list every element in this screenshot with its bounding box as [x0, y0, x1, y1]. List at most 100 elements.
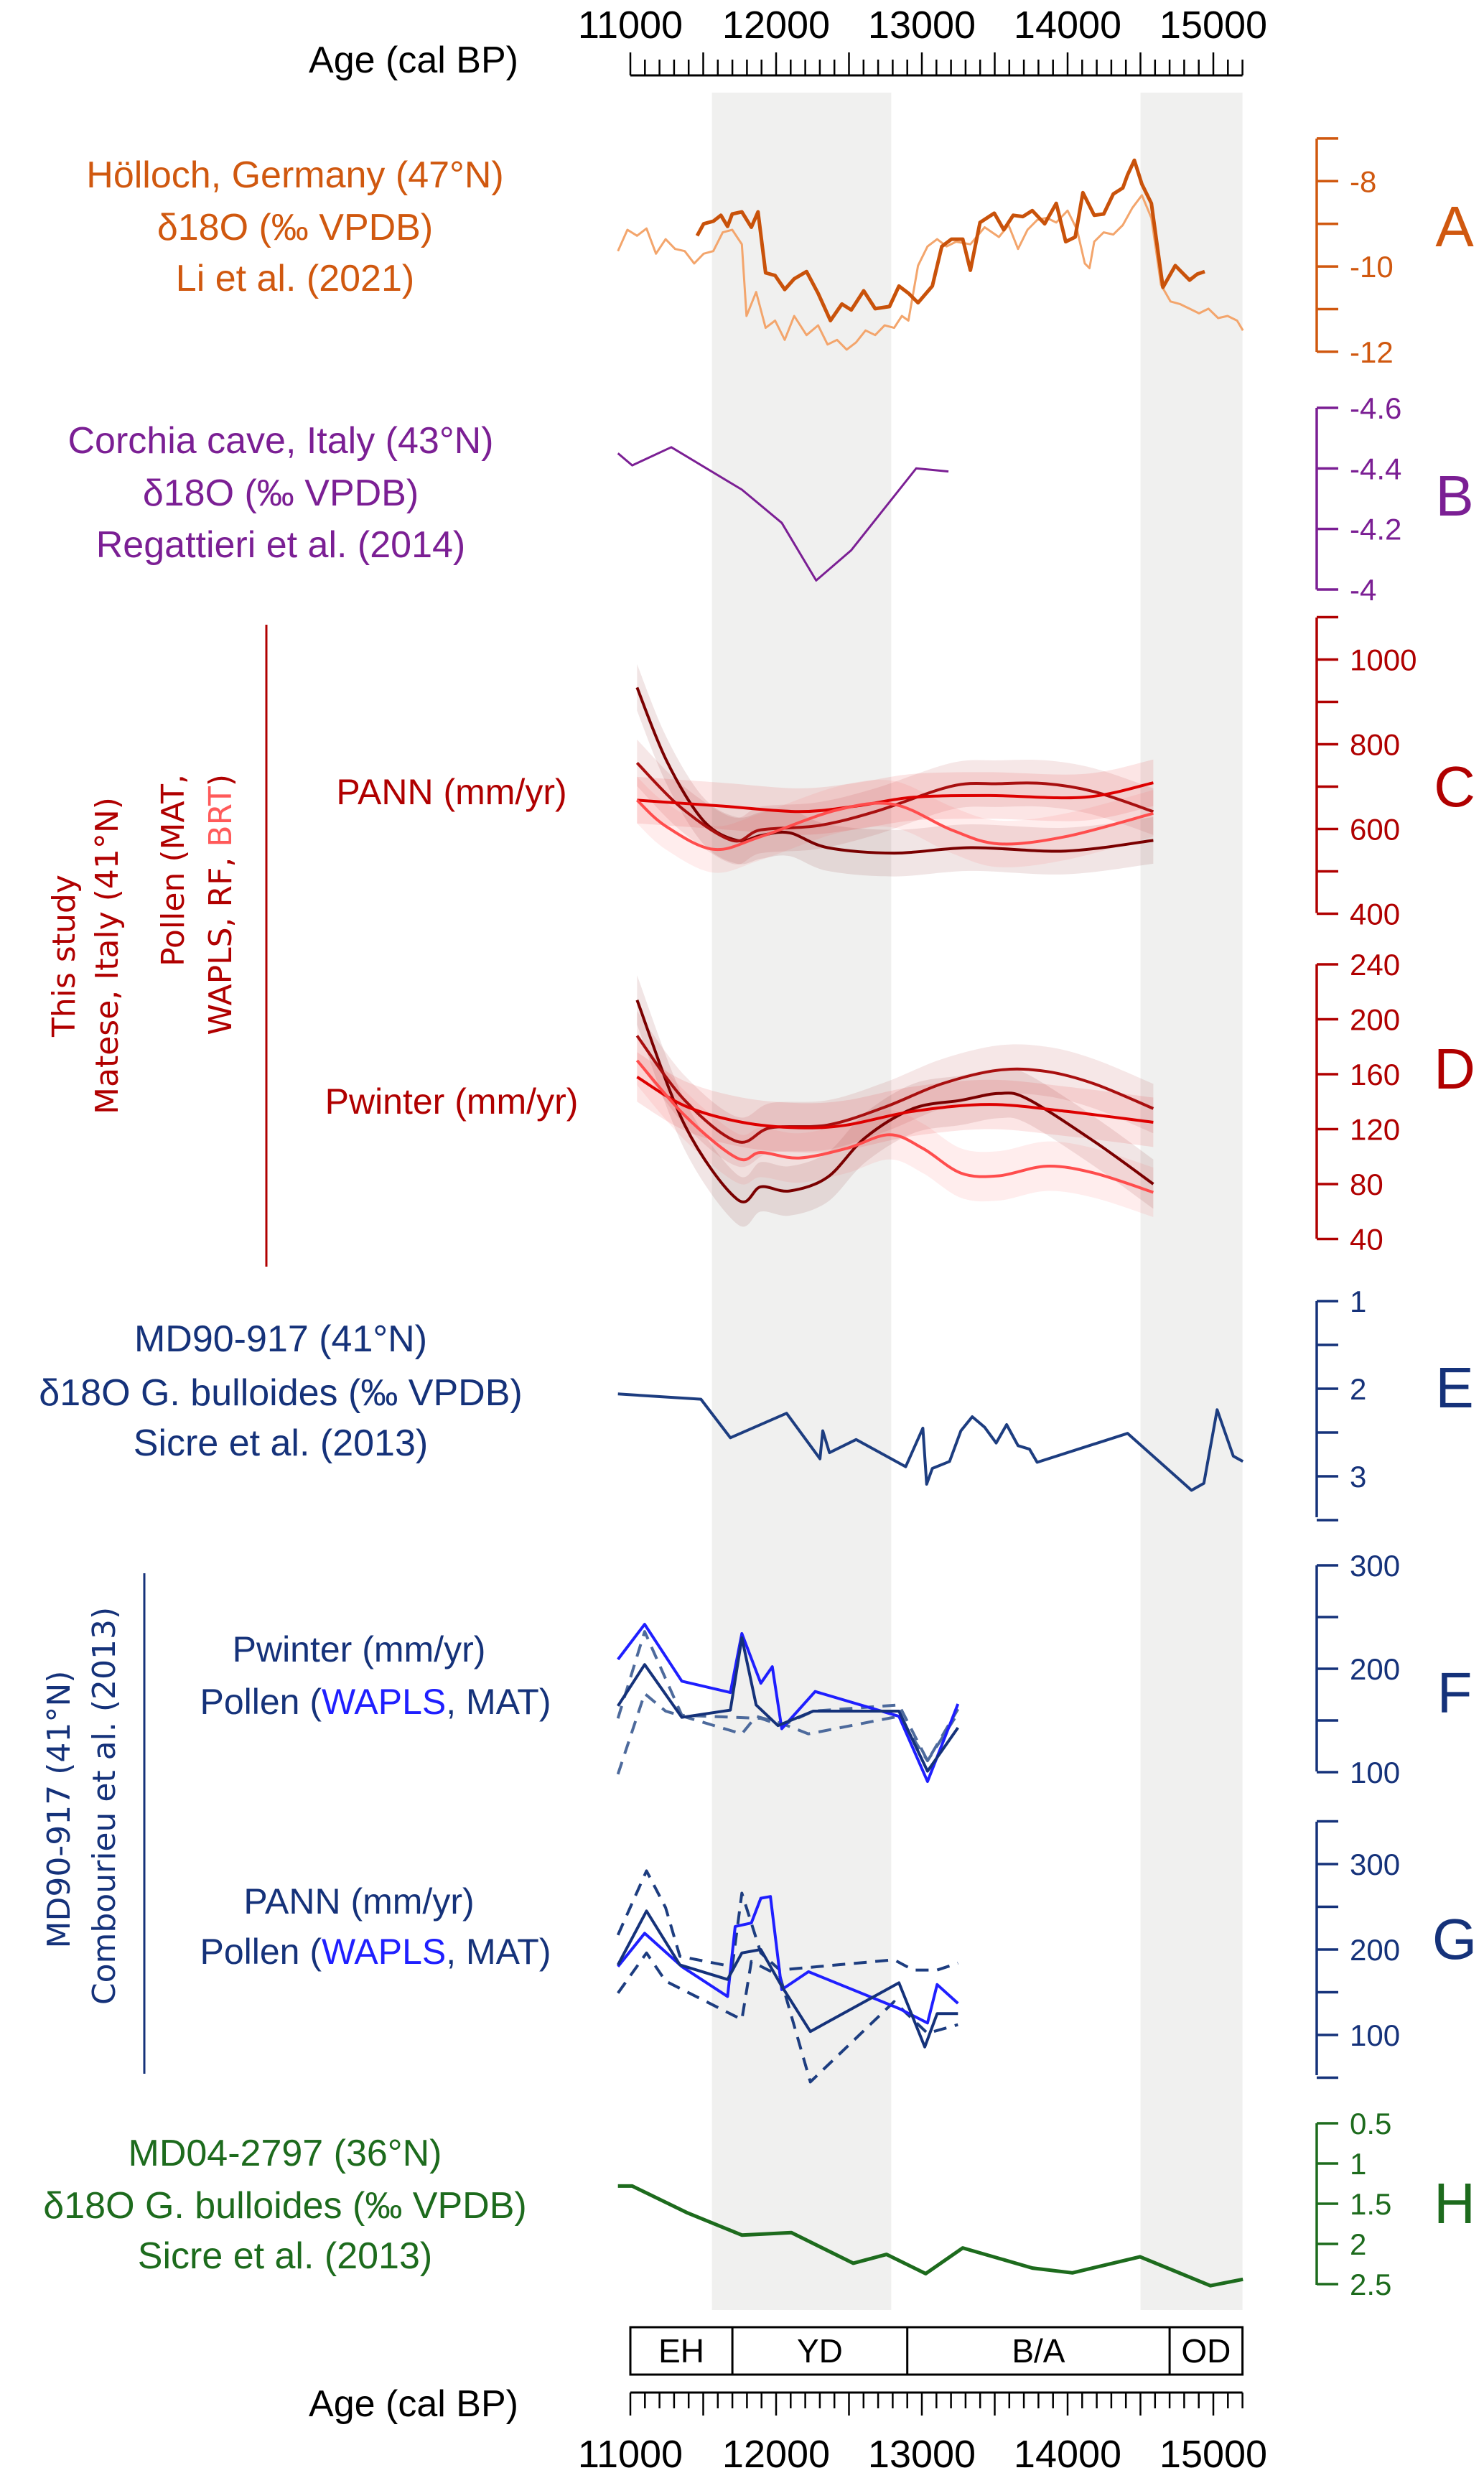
title-A-line3: Li et al. (2021) [176, 258, 414, 299]
top-axis-tick-label: 12000 [722, 4, 830, 47]
title-E: MD90-917 (41°N) δ18O G. bulloides (‰ VPD… [39, 1318, 522, 1464]
y-axis-D [1315, 963, 1338, 1241]
panel-H: 0.5 1 1.5 2 2.5 H [617, 2107, 1475, 2301]
panel-letter-B: B [1435, 464, 1473, 528]
bottom-axis-tick-label: 12000 [722, 2433, 830, 2476]
ylabel-F: Pwinter (mm/yr) [233, 1629, 486, 1669]
y-axis-G [1315, 1820, 1338, 2079]
y-axis-F [1315, 1564, 1338, 1774]
cd-block-line1: This study [46, 875, 83, 1038]
uncertainty-band-rf [637, 759, 1154, 835]
title-E-line2: δ18O G. bulloides (‰ VPDB) [39, 1372, 522, 1414]
y-tick-label: 3 [1350, 1460, 1366, 1494]
cd-block-line2: Matese, Italy (41°N) [89, 797, 126, 1114]
bottom-axis-tick-label: 15000 [1159, 2433, 1267, 2476]
y-axis-C [1315, 615, 1338, 916]
panel-letter-H: H [1434, 2171, 1475, 2235]
y-tick-label: 2 [1350, 1372, 1366, 1406]
title-B-line2: δ18O (‰ VPDB) [143, 472, 419, 514]
series-C-brt [635, 798, 1154, 852]
series-G-mat [616, 1909, 958, 2049]
panel-letter-E: E [1435, 1356, 1473, 1420]
title-H-line1: MD04-2797 (36°N) [129, 2133, 442, 2174]
title-H-line3: Sicre et al. (2013) [138, 2235, 432, 2277]
title-A-line1: Hölloch, Germany (47°N) [86, 154, 503, 196]
this-study-label-block: This study Matese, Italy (41°N) Pollen (… [46, 774, 239, 1114]
period-label-od: OD [1181, 2332, 1231, 2370]
y-tick-label: 80 [1350, 1168, 1383, 1201]
title-H: MD04-2797 (36°N) δ18O G. bulloides (‰ VP… [43, 2133, 526, 2277]
y-tick-label: 120 [1350, 1113, 1400, 1147]
y-tick-label: 300 [1350, 1848, 1400, 1881]
top-axis-title: Age (cal BP) [309, 39, 518, 81]
panel-C: 1000 800 600 400 C [635, 615, 1475, 931]
title-H-line2: δ18O G. bulloides (‰ VPDB) [43, 2185, 526, 2227]
series-D-mat [635, 1000, 1154, 1203]
md90-917-label-block: MD90-917 (41°N) Combourieu et al. (2013) [41, 1607, 123, 2005]
climate-periods-bar: EH YD B/A OD [629, 2326, 1244, 2376]
panel-E: 1 2 3 E [617, 1285, 1474, 1522]
method-F-pre: Pollen ( [200, 1682, 322, 1722]
title-B: Corchia cave, Italy (43°N) δ18O (‰ VPDB)… [68, 420, 494, 566]
y-tick-label: 800 [1350, 728, 1400, 762]
panel-letter-A: A [1435, 195, 1474, 258]
method-F-wapls: WAPLS [322, 1682, 446, 1722]
cd-block-line3: Pollen (MAT, [155, 774, 192, 966]
series-G-mat-upper [616, 1869, 958, 1972]
method-F: Pollen (WAPLS, MAT) [200, 1682, 551, 1722]
y-tick-label: -4.4 [1350, 452, 1401, 485]
uncertainty-band-brt [637, 1035, 1154, 1217]
panel-A: -8 -10 -12 A [617, 137, 1474, 369]
y-tick-label: 200 [1350, 1003, 1400, 1037]
series-A-h-lloch-record-2 [695, 158, 1205, 322]
bottom-axis-tick-label: 14000 [1014, 2433, 1121, 2476]
bottom-axis-tick-label: 13000 [868, 2433, 976, 2476]
panel-D: 240 200 160 120 80 40 D [635, 948, 1475, 1257]
y-tick-label: -12 [1350, 335, 1394, 369]
y-axis-B [1315, 406, 1338, 591]
title-A-line2: δ18O (‰ VPDB) [157, 207, 433, 248]
y-tick-label: -10 [1350, 250, 1394, 284]
series-E-md90-917-18o [617, 1392, 1244, 1492]
method-F-post: , MAT) [446, 1682, 551, 1722]
y-tick-label: -8 [1350, 164, 1376, 198]
y-tick-label: 200 [1350, 1933, 1400, 1967]
shaded-interval-1 [1140, 93, 1243, 2310]
y-tick-label: -4.6 [1350, 391, 1401, 425]
panel-letter-G: G [1432, 1907, 1477, 1971]
periods-bar-frame [629, 2326, 1244, 2376]
y-tick-label: 400 [1350, 898, 1400, 931]
y-tick-label: 200 [1350, 1652, 1400, 1686]
period-label-eh: EH [658, 2332, 704, 2370]
series-D-wapls [635, 1035, 1154, 1144]
shaded-intervals [711, 93, 1243, 2310]
top-axis-tick-label: 14000 [1014, 4, 1121, 47]
series-D-brt [635, 1059, 1154, 1194]
uncertainty-band-mat [637, 975, 1154, 1227]
series-G-wapls [617, 1895, 959, 2025]
series-C-wapls [635, 762, 1154, 843]
panel-G: 300 200 100 G [616, 1820, 1477, 2084]
y-tick-label: 100 [1350, 1756, 1400, 1789]
panel-letter-D: D [1434, 1037, 1475, 1101]
cd-paren: ) [202, 774, 239, 786]
series-B-corchia-18o [617, 446, 949, 582]
top-age-axis: Age (cal BP) 11000 12000 13000 14000 15000 [309, 4, 1267, 81]
ylabel-D: Pwinter (mm/yr) [325, 1081, 579, 1122]
series-A-h-lloch-record-1 [617, 194, 1244, 351]
series-F-mat [617, 1636, 959, 1773]
y-tick-label: 1000 [1350, 643, 1417, 677]
bottom-axis-title: Age (cal BP) [309, 2383, 518, 2425]
fg-block-line2: Combourieu et al. (2013) [86, 1607, 123, 2005]
top-axis-tick-label: 11000 [578, 4, 683, 47]
top-axis-tick-label: 13000 [868, 4, 976, 47]
y-tick-label: 300 [1350, 1549, 1400, 1583]
panel-letter-F: F [1437, 1661, 1473, 1725]
y-tick-label: 100 [1350, 2018, 1400, 2052]
y-tick-label: -4.2 [1350, 513, 1401, 546]
fg-block-line1: MD90-917 (41°N) [41, 1671, 78, 1949]
title-B-line1: Corchia cave, Italy (43°N) [68, 420, 494, 462]
y-tick-label: 1 [1350, 2147, 1366, 2181]
series-F-wapls [617, 1623, 960, 1783]
